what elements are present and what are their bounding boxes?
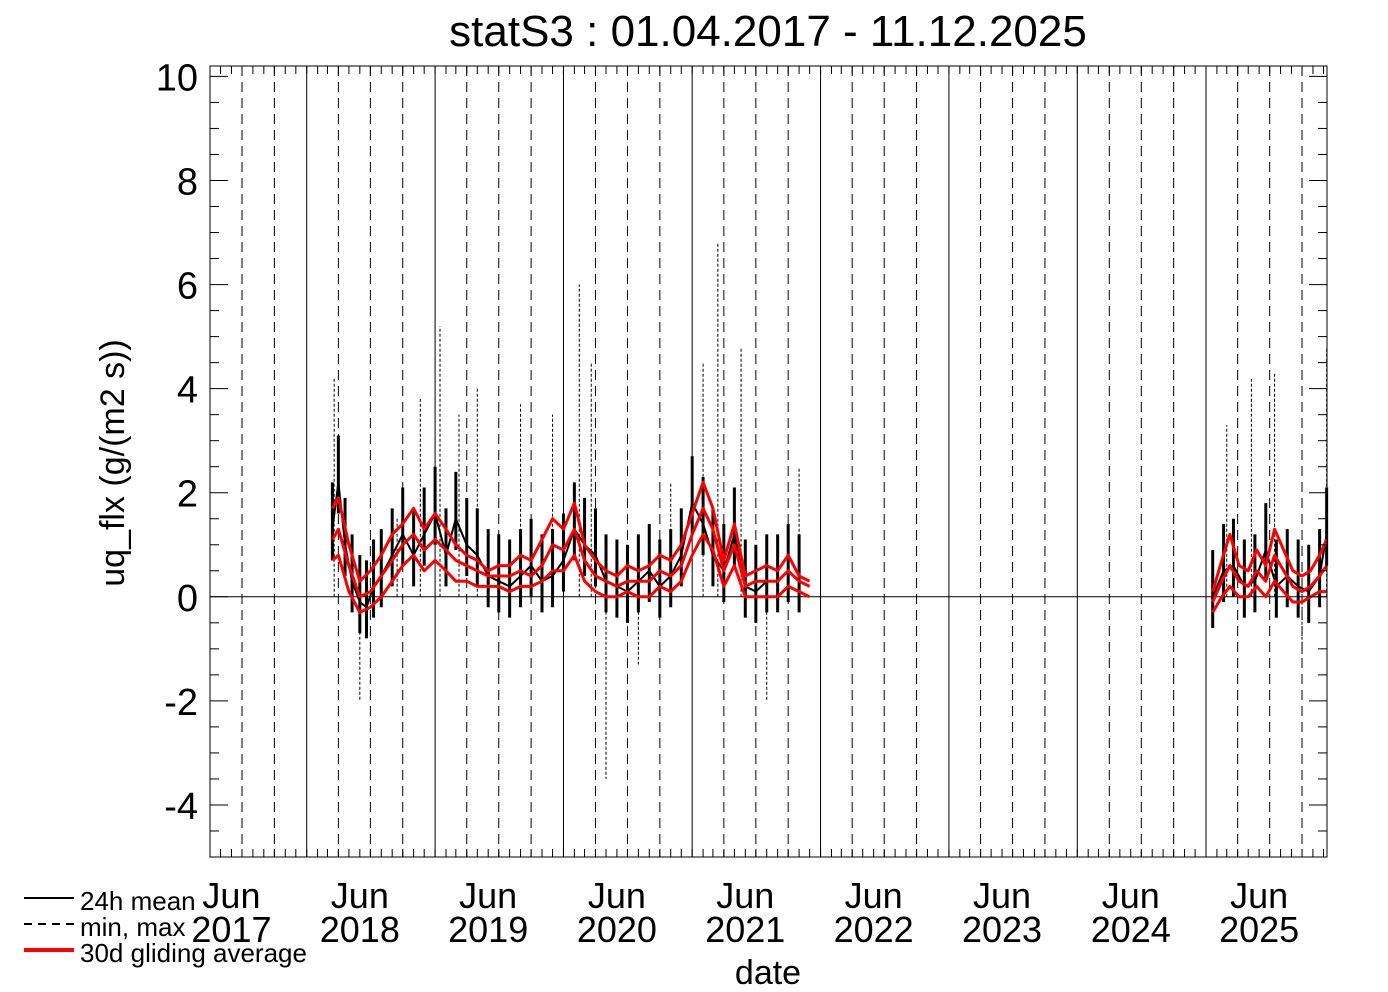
x-tick-label-year: 2020 <box>577 909 657 950</box>
x-tick-label-month: Jun <box>1230 875 1288 916</box>
y-tick-label: -4 <box>164 786 198 828</box>
x-tick-label-month: Jun <box>459 875 517 916</box>
x-axis: Jun2017Jun2018Jun2019Jun2020Jun2021Jun20… <box>191 66 1324 950</box>
x-tick-label-year: 2019 <box>448 909 528 950</box>
x-tick-label-year: 2022 <box>834 909 914 950</box>
legend-label: 24h mean <box>80 886 196 916</box>
x-tick-label-month: Jun <box>202 875 260 916</box>
y-tick-label: 8 <box>177 161 198 203</box>
x-tick-label-month: Jun <box>588 875 646 916</box>
plot-frame <box>209 65 1328 858</box>
legend-label: min, max <box>80 912 185 942</box>
x-tick-label-year: 2023 <box>962 909 1042 950</box>
series-30d-gliding-mean <box>1211 553 1328 603</box>
grid-layer <box>210 66 1327 857</box>
series-30d-gliding-mean <box>331 506 811 599</box>
x-axis-label: date <box>735 954 801 992</box>
y-tick-label: 10 <box>156 57 198 99</box>
x-tick-label-year: 2018 <box>320 909 400 950</box>
y-tick-label: 2 <box>177 474 198 516</box>
x-tick-label-month: Jun <box>973 875 1031 916</box>
x-tick-label-year: 2021 <box>705 909 785 950</box>
x-tick-label-month: Jun <box>716 875 774 916</box>
y-axis: -4 -2 0 2 4 6 8 10 <box>156 57 1327 858</box>
y-axis-label: uq_flx (g/(m2 s)) <box>94 339 132 587</box>
series-30d-gliding-lower <box>1211 579 1327 614</box>
y-tick-label: 0 <box>177 578 198 620</box>
y-tick-label: -2 <box>164 682 198 724</box>
y-tick-label: 4 <box>177 370 198 412</box>
x-tick-label-month: Jun <box>331 875 389 916</box>
legend-label: 30d gliding average <box>80 938 307 968</box>
x-tick-label-year: 2024 <box>1091 909 1171 950</box>
series-30d-gliding-upper <box>1211 527 1328 593</box>
x-tick-label-year: 2017 <box>191 909 271 950</box>
chart-title: statS3 : 01.04.2017 - 11.12.2025 <box>449 7 1087 56</box>
x-tick-label-year: 2025 <box>1219 909 1299 950</box>
data-layer <box>330 242 1329 779</box>
series-30d-gliding-lower <box>331 532 811 614</box>
x-tick-label-month: Jun <box>1102 875 1160 916</box>
y-tick-label: 6 <box>177 266 198 308</box>
x-tick-label-month: Jun <box>845 875 903 916</box>
series-30d-gliding-upper <box>331 480 811 583</box>
